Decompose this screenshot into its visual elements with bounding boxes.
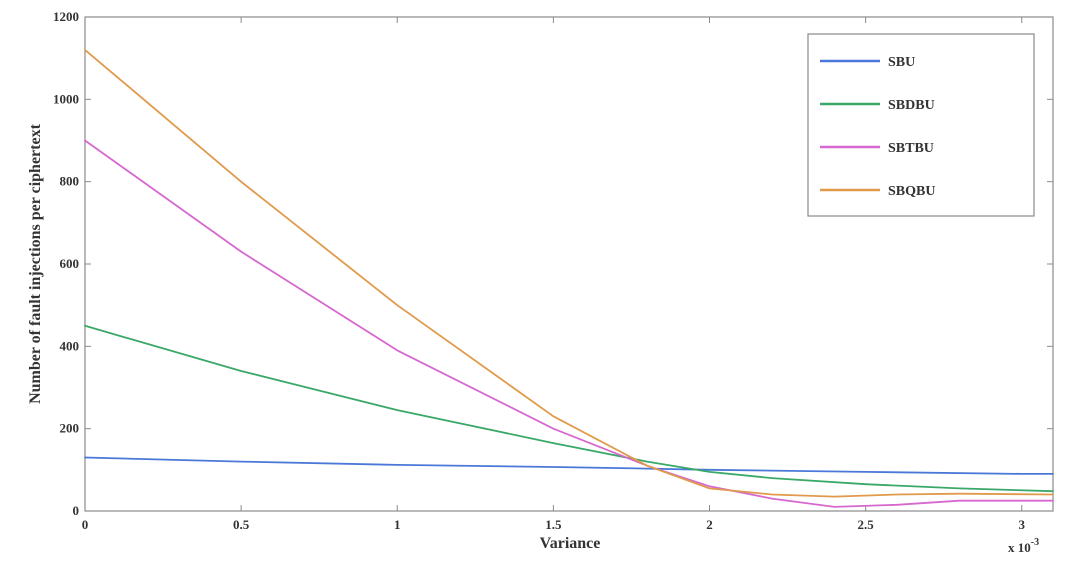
x-tick-label: 2.5 [858,517,875,532]
legend-label: SBU [888,55,915,70]
x-axis-multiplier-base: x 10 [1008,540,1031,555]
y-tick-label: 600 [60,256,80,271]
legend-label: SBQBU [888,184,935,199]
legend-item-sbu: SBU [820,55,915,70]
x-tick-label: 0.5 [233,517,250,532]
x-axis-multiplier: x 10-3 [1008,537,1039,555]
y-tick-label: 0 [73,503,80,518]
y-tick-label: 400 [60,338,80,353]
y-tick-label: 200 [60,421,80,436]
y-tick-label: 1200 [53,9,79,24]
legend-item-sbqbu: SBQBU [820,184,935,199]
y-tick-label: 1000 [53,91,79,106]
legend: SBU SBDBU SBTBU SBQBU [807,33,1035,217]
legend-label: SBTBU [888,141,934,156]
x-axis-multiplier-exponent: -3 [1031,537,1039,548]
series-line-sbqbu [84,49,1054,498]
x-axis: 0 0.5 1 1.5 2 2.5 3 [82,17,1026,532]
series-line-sbdbu [84,324,1054,493]
legend-item-sbdbu: SBDBU [820,98,935,113]
y-axis-label: Number of fault injections per ciphertex… [27,123,44,403]
legend-box [807,33,1035,217]
y-tick-label: 800 [60,174,80,189]
x-tick-label: 1.5 [545,517,562,532]
x-tick-label: 3 [1019,517,1026,532]
series-line-sbu [84,456,1054,475]
x-tick-label: 1 [394,517,401,532]
legend-item-sbtbu: SBTBU [820,141,934,156]
x-tick-label: 0 [82,517,89,532]
legend-label: SBDBU [888,98,935,113]
series-lines [84,49,1054,508]
x-axis-label: Variance [540,535,601,552]
series-line-sbtbu [84,139,1054,508]
y-axis: 0 200 400 600 800 1000 1200 [53,9,1053,518]
x-tick-label: 2 [706,517,713,532]
